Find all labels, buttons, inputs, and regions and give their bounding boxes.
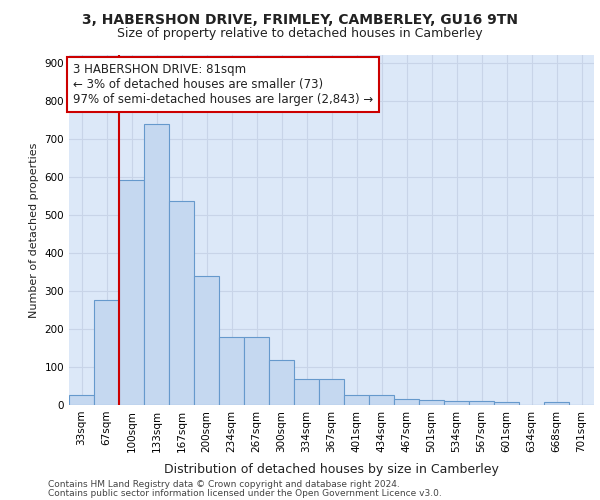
Bar — [394, 400, 419, 405]
Y-axis label: Number of detached properties: Number of detached properties — [29, 142, 39, 318]
Text: Contains HM Land Registry data © Crown copyright and database right 2024.: Contains HM Land Registry data © Crown c… — [48, 480, 400, 489]
Text: 3 HABERSHON DRIVE: 81sqm
← 3% of detached houses are smaller (73)
97% of semi-de: 3 HABERSHON DRIVE: 81sqm ← 3% of detache… — [73, 62, 373, 106]
Text: Contains public sector information licensed under the Open Government Licence v3: Contains public sector information licen… — [48, 488, 442, 498]
Text: Size of property relative to detached houses in Camberley: Size of property relative to detached ho… — [117, 28, 483, 40]
Bar — [494, 402, 519, 405]
Bar — [169, 202, 194, 405]
Bar — [119, 180, 144, 405]
Bar — [219, 338, 244, 405]
Bar — [344, 396, 369, 405]
Bar — [194, 276, 219, 405]
Bar — [244, 338, 269, 405]
Bar — [269, 360, 294, 405]
Bar — [469, 401, 494, 405]
Bar — [94, 300, 119, 405]
Text: 3, HABERSHON DRIVE, FRIMLEY, CAMBERLEY, GU16 9TN: 3, HABERSHON DRIVE, FRIMLEY, CAMBERLEY, … — [82, 12, 518, 26]
Bar — [544, 402, 569, 405]
Bar — [444, 401, 469, 405]
X-axis label: Distribution of detached houses by size in Camberley: Distribution of detached houses by size … — [164, 463, 499, 476]
Bar — [144, 124, 169, 405]
Bar — [319, 379, 344, 405]
Bar — [69, 396, 94, 405]
Bar — [294, 379, 319, 405]
Bar — [369, 396, 394, 405]
Bar — [419, 400, 444, 405]
